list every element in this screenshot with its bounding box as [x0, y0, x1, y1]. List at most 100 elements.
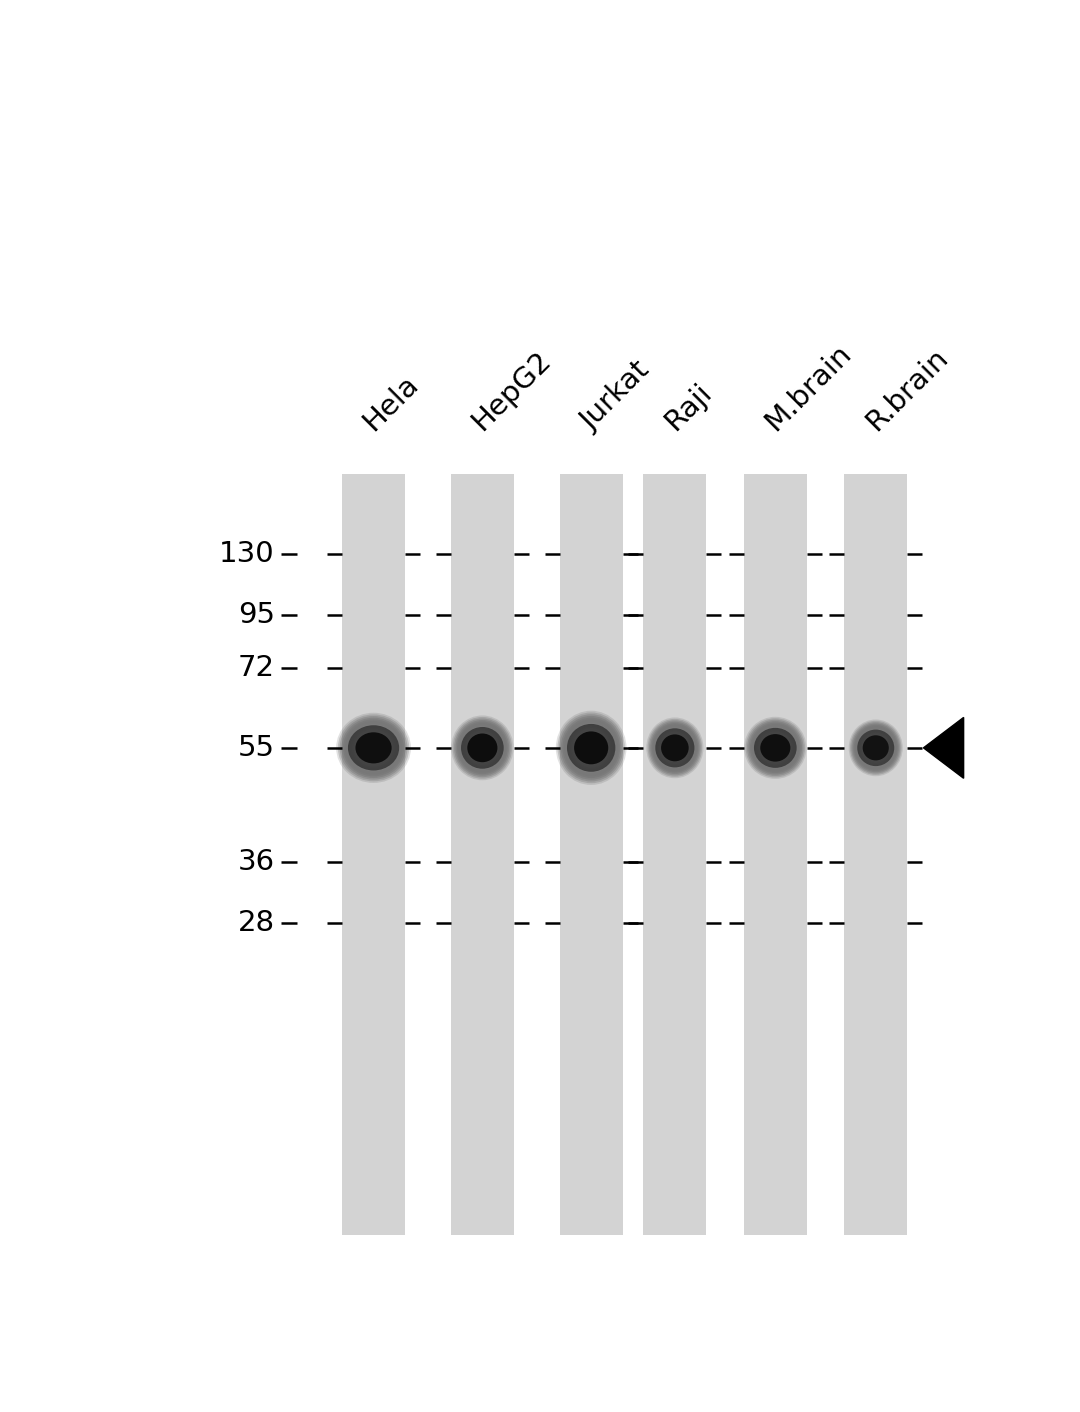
Ellipse shape [557, 713, 625, 784]
Ellipse shape [585, 743, 597, 754]
Ellipse shape [666, 738, 684, 757]
Ellipse shape [650, 722, 700, 774]
Ellipse shape [754, 727, 797, 768]
Ellipse shape [459, 723, 507, 772]
Bar [559, 474, 622, 1236]
Ellipse shape [757, 730, 794, 765]
Ellipse shape [849, 720, 903, 777]
Ellipse shape [760, 734, 791, 761]
Ellipse shape [576, 731, 607, 764]
Ellipse shape [582, 738, 600, 757]
Text: 72: 72 [238, 654, 274, 682]
Ellipse shape [870, 743, 881, 754]
Bar [845, 474, 907, 1236]
Ellipse shape [363, 737, 384, 758]
Ellipse shape [575, 730, 608, 765]
Ellipse shape [750, 723, 800, 774]
Ellipse shape [648, 719, 702, 777]
Ellipse shape [561, 716, 622, 779]
Ellipse shape [353, 729, 393, 767]
Ellipse shape [745, 719, 805, 778]
Ellipse shape [760, 733, 791, 762]
Text: Hela: Hela [357, 370, 424, 436]
Ellipse shape [872, 743, 880, 753]
Ellipse shape [656, 729, 694, 768]
Ellipse shape [474, 740, 490, 755]
Ellipse shape [657, 729, 692, 767]
Ellipse shape [766, 738, 784, 757]
Ellipse shape [862, 733, 890, 762]
Polygon shape [923, 717, 963, 778]
Ellipse shape [572, 729, 610, 768]
Ellipse shape [453, 717, 512, 779]
Ellipse shape [855, 726, 896, 770]
Ellipse shape [661, 734, 689, 761]
Bar [744, 474, 807, 1236]
Ellipse shape [350, 726, 397, 770]
Ellipse shape [659, 730, 691, 765]
Text: 95: 95 [238, 600, 274, 628]
Ellipse shape [581, 737, 602, 758]
Ellipse shape [348, 726, 400, 771]
Ellipse shape [559, 714, 623, 781]
Ellipse shape [477, 743, 487, 753]
Ellipse shape [364, 738, 383, 757]
Ellipse shape [869, 741, 882, 755]
Ellipse shape [349, 724, 399, 771]
Ellipse shape [653, 724, 697, 771]
Ellipse shape [578, 733, 605, 762]
Text: 36: 36 [238, 849, 274, 875]
Ellipse shape [463, 727, 502, 768]
Ellipse shape [747, 720, 804, 777]
Ellipse shape [863, 736, 889, 761]
Ellipse shape [347, 723, 401, 774]
Ellipse shape [860, 731, 891, 764]
Ellipse shape [768, 740, 783, 755]
Ellipse shape [359, 734, 388, 761]
Text: Raji: Raji [659, 378, 717, 436]
Ellipse shape [367, 743, 379, 754]
Text: R.brain: R.brain [860, 343, 954, 436]
Ellipse shape [671, 743, 679, 753]
Ellipse shape [863, 734, 889, 761]
Ellipse shape [465, 730, 499, 765]
Ellipse shape [461, 726, 503, 770]
Ellipse shape [464, 729, 500, 767]
Ellipse shape [756, 729, 795, 767]
Ellipse shape [468, 733, 498, 762]
Ellipse shape [468, 733, 498, 764]
Ellipse shape [366, 741, 381, 755]
Ellipse shape [662, 734, 687, 761]
Ellipse shape [470, 736, 495, 761]
Text: M.brain: M.brain [759, 339, 856, 436]
Ellipse shape [566, 722, 617, 775]
Ellipse shape [748, 722, 802, 775]
Bar [342, 474, 405, 1236]
Ellipse shape [355, 731, 392, 765]
Ellipse shape [649, 720, 701, 775]
Ellipse shape [357, 733, 390, 764]
Ellipse shape [564, 720, 618, 777]
Ellipse shape [355, 733, 392, 764]
Ellipse shape [858, 729, 894, 767]
Ellipse shape [345, 722, 402, 775]
Ellipse shape [854, 724, 897, 771]
Ellipse shape [476, 741, 489, 754]
Ellipse shape [665, 737, 685, 758]
Ellipse shape [759, 731, 792, 764]
Ellipse shape [656, 727, 694, 768]
Ellipse shape [473, 738, 491, 757]
Ellipse shape [850, 720, 902, 775]
Ellipse shape [343, 719, 404, 777]
Ellipse shape [456, 720, 509, 775]
Ellipse shape [858, 730, 894, 767]
Ellipse shape [852, 723, 899, 772]
Ellipse shape [661, 733, 689, 762]
Ellipse shape [575, 731, 608, 764]
Ellipse shape [664, 736, 686, 760]
Ellipse shape [864, 736, 888, 760]
Ellipse shape [352, 727, 395, 768]
Ellipse shape [667, 740, 683, 755]
Text: 130: 130 [219, 539, 274, 568]
Ellipse shape [339, 716, 407, 779]
